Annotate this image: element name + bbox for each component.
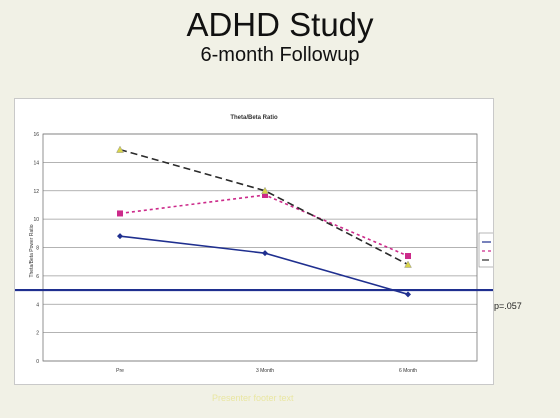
- y-tick-label: 0: [36, 359, 39, 365]
- plot-border: [42, 133, 478, 362]
- footer-text: Presenter footer text: [212, 393, 294, 403]
- chart-title: Theta/Beta Ratio: [230, 115, 278, 121]
- y-tick-label: 6: [36, 274, 39, 280]
- x-tick-label: 6 Month: [399, 368, 417, 374]
- data-point: [117, 233, 123, 240]
- data-point: [405, 291, 411, 298]
- data-point: [261, 186, 269, 194]
- y-tick-label: 2: [36, 331, 39, 337]
- data-point: [117, 210, 123, 217]
- series-line: [119, 194, 409, 257]
- slide-title: ADHD Study: [186, 6, 374, 43]
- data-point: [262, 250, 268, 257]
- chart-svg: Theta/Beta Ratio Theta/Beta Power Ratio …: [15, 115, 520, 374]
- y-tick-label: 4: [36, 302, 39, 308]
- y-axis-label: Theta/Beta Power Ratio: [29, 224, 35, 277]
- p-value-label: p=.057: [494, 301, 522, 311]
- legend: EXPControlSelf-Select: [478, 232, 520, 268]
- x-tick-label: Pre: [116, 368, 124, 374]
- y-tick-label: 8: [36, 246, 39, 252]
- series-line: [119, 148, 409, 266]
- y-tick-label: 10: [33, 217, 39, 223]
- legend-box: [478, 232, 520, 268]
- slide-subtitle: 6-month Followup: [200, 44, 360, 66]
- data-point: [262, 192, 268, 199]
- series-layer: [15, 145, 493, 298]
- data-point: [116, 145, 124, 153]
- series-line: [119, 235, 409, 296]
- y-tick-label: 14: [33, 160, 39, 166]
- chart-frame: Theta/Beta Ratio Theta/Beta Power Ratio …: [14, 98, 520, 385]
- grid-layer: [43, 133, 477, 362]
- data-point: [405, 253, 411, 260]
- y-tick-label: 16: [33, 132, 39, 138]
- data-point: [404, 260, 412, 268]
- x-tick-label: 3 Month: [256, 368, 274, 374]
- axis-layer: 0 2 4 6 8 10 12 14 16 Pre 3 Month 6 Month: [33, 132, 478, 374]
- y-tick-label: 12: [33, 189, 39, 195]
